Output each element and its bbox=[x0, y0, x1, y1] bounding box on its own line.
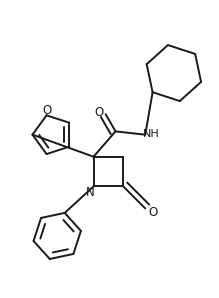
Text: O: O bbox=[148, 206, 158, 219]
Text: NH: NH bbox=[143, 129, 160, 139]
Text: N: N bbox=[86, 186, 95, 199]
Text: O: O bbox=[42, 104, 51, 117]
Text: O: O bbox=[94, 105, 104, 119]
